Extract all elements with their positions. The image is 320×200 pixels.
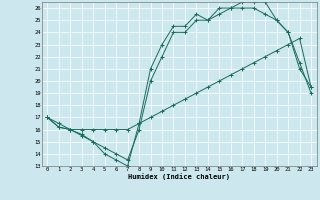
X-axis label: Humidex (Indice chaleur): Humidex (Indice chaleur) [128,173,230,180]
